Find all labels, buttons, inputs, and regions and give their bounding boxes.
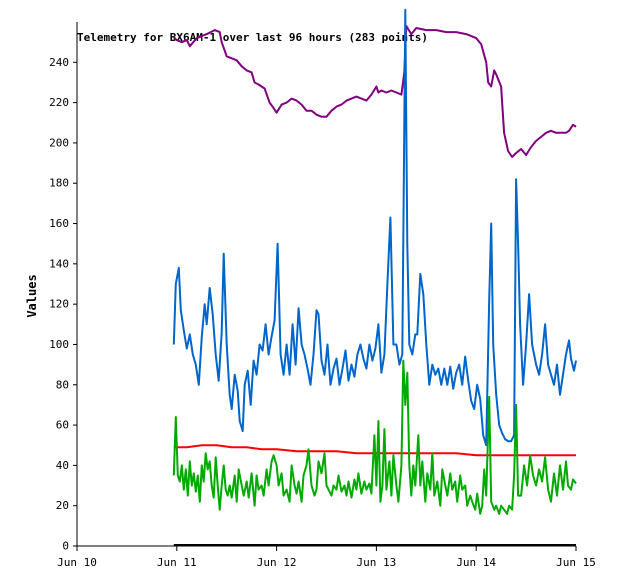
y-tick-label: 0 bbox=[62, 540, 69, 553]
y-tick-label: 220 bbox=[49, 96, 69, 109]
y-tick-label: 160 bbox=[49, 217, 69, 230]
x-tick-label: Jun 11 bbox=[157, 556, 197, 569]
y-tick-label: 140 bbox=[49, 257, 69, 270]
series-line-4 bbox=[172, 359, 577, 515]
series-line-2 bbox=[172, 8, 577, 447]
x-tick-label: Jun 10 bbox=[57, 556, 97, 569]
y-tick-label: 60 bbox=[56, 419, 69, 432]
y-tick-label: 180 bbox=[49, 177, 69, 190]
y-tick-label: 40 bbox=[56, 459, 69, 472]
axes bbox=[76, 22, 576, 547]
y-axis-ticks: 0 20 40 60 80 100 120 140 160 180 200 220 240 bbox=[49, 56, 77, 553]
y-axis-label: Values bbox=[25, 274, 39, 317]
x-tick-label: Jun 15 bbox=[556, 556, 596, 569]
x-axis-ticks: Jun 10 Jun 11 Jun 12 Jun 13 Jun 14 Jun 15 bbox=[57, 546, 596, 569]
y-tick-label: 100 bbox=[49, 338, 69, 351]
y-tick-label: 120 bbox=[49, 298, 69, 311]
y-tick-label: 200 bbox=[49, 136, 69, 149]
x-tick-label: Jun 13 bbox=[357, 556, 397, 569]
y-tick-label: 20 bbox=[56, 499, 69, 512]
series-line-3 bbox=[173, 444, 576, 457]
chart-title: Telemetry for BX6AM-1 over last 96 hours… bbox=[77, 31, 428, 44]
x-tick-label: Jun 12 bbox=[257, 556, 297, 569]
x-tick-label: Jun 14 bbox=[456, 556, 496, 569]
series-line-1 bbox=[173, 25, 577, 158]
y-tick-label: 240 bbox=[49, 56, 69, 69]
y-tick-label: 80 bbox=[56, 378, 69, 391]
series-lines bbox=[172, 8, 577, 515]
